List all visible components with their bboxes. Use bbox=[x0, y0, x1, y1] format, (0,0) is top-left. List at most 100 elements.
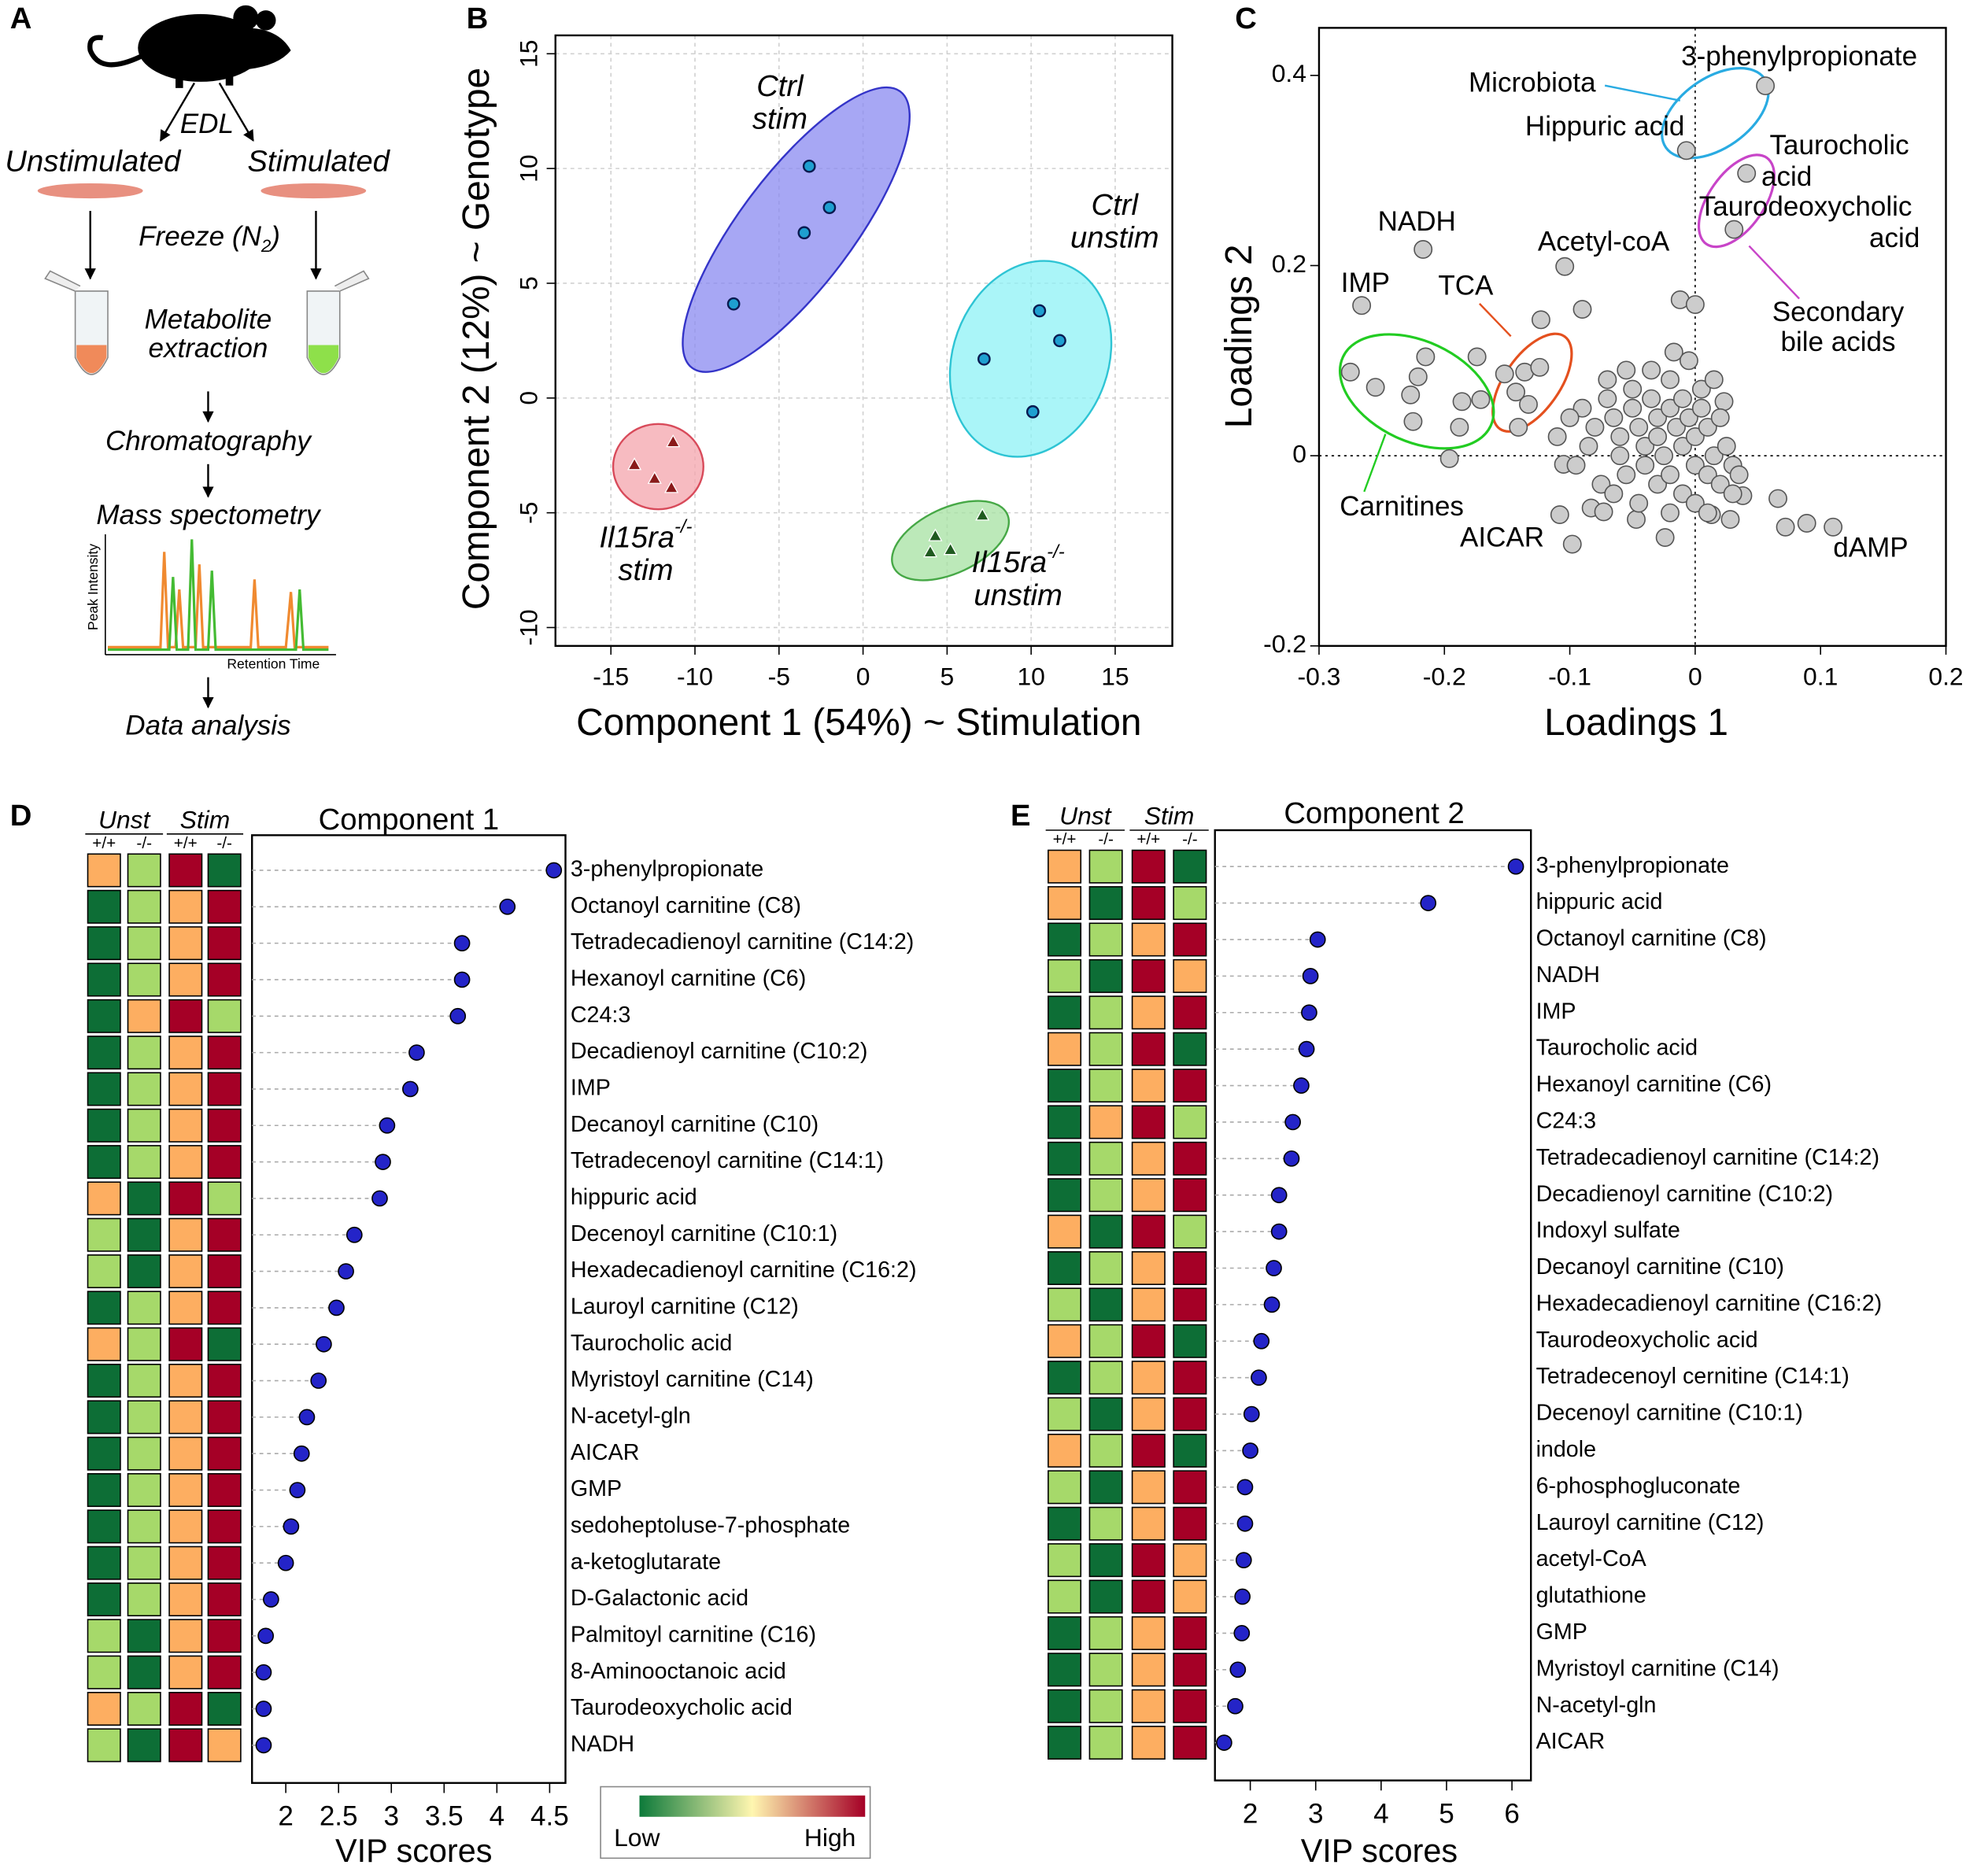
tube bbox=[44, 270, 109, 375]
heatmap-genotype: +/+ bbox=[1136, 830, 1160, 848]
heatmap-cell bbox=[168, 1545, 203, 1580]
heatmap-cell bbox=[1173, 1287, 1207, 1322]
point bbox=[1691, 398, 1711, 418]
heatmap-group: Unst bbox=[98, 805, 151, 833]
panel-letter: D bbox=[10, 799, 32, 833]
heatmap-group: Stim bbox=[180, 805, 231, 833]
heatmap-cell bbox=[1131, 1178, 1166, 1213]
group-ellipse bbox=[682, 86, 911, 373]
heatmap-cell bbox=[168, 1072, 203, 1106]
heatmap-genotype: +/+ bbox=[92, 834, 116, 852]
point-label: Taurocholic bbox=[1769, 130, 1909, 161]
point bbox=[1467, 347, 1487, 367]
heatmap-cell bbox=[1173, 1616, 1207, 1650]
group-label: Microbiota bbox=[1469, 67, 1596, 98]
point bbox=[1717, 437, 1736, 456]
category-label: Tetradecenoyl cernitine (C14:1) bbox=[1536, 1364, 1850, 1389]
dot bbox=[316, 1335, 332, 1353]
point bbox=[1572, 398, 1592, 418]
y-tick-label: 0.4 bbox=[1272, 59, 1306, 87]
point bbox=[1654, 446, 1674, 466]
heatmap-cell bbox=[207, 853, 242, 888]
heatmap-cell bbox=[1088, 995, 1123, 1030]
heatmap-cell bbox=[168, 1291, 203, 1325]
point bbox=[1685, 295, 1705, 314]
category-label: Hexadecadienoyl carnitine (C16:2) bbox=[571, 1257, 917, 1283]
point bbox=[1572, 300, 1592, 319]
heatmap-cell bbox=[1131, 1543, 1166, 1578]
heatmap-cell bbox=[1131, 1653, 1166, 1687]
point bbox=[1635, 437, 1655, 456]
heatmap-cell bbox=[1048, 1689, 1082, 1723]
category-label: IMP bbox=[1536, 999, 1576, 1024]
heatmap-cell bbox=[168, 1655, 203, 1690]
heatmap-cell bbox=[87, 1692, 121, 1726]
dot bbox=[1234, 1588, 1251, 1605]
category-label: Myristoyl carnitine (C14) bbox=[571, 1367, 814, 1392]
heatmap-cell bbox=[1173, 886, 1207, 921]
heatmap-cell bbox=[168, 1728, 203, 1763]
heatmap-cell bbox=[1131, 1361, 1166, 1395]
heatmap-cell bbox=[87, 1217, 121, 1252]
point bbox=[1340, 362, 1360, 382]
dot bbox=[375, 1154, 391, 1170]
heatmap-cell bbox=[127, 1436, 161, 1471]
dot bbox=[1283, 1150, 1300, 1167]
heatmap-cell bbox=[1131, 1250, 1166, 1286]
point bbox=[1685, 427, 1705, 446]
step-label: Stimulated bbox=[247, 145, 390, 179]
point bbox=[1560, 408, 1580, 427]
group-label: Il15ra-/- bbox=[599, 516, 692, 554]
heatmap-cell bbox=[207, 889, 242, 924]
heatmap-cell bbox=[207, 1473, 242, 1508]
point bbox=[975, 508, 990, 521]
text: Freeze (N bbox=[139, 221, 261, 252]
arrow bbox=[218, 82, 254, 142]
dot bbox=[1293, 1077, 1310, 1094]
point bbox=[1617, 465, 1636, 485]
heatmap-cell bbox=[168, 1254, 203, 1289]
chart: B -15 -10 -5 0 5 10 15 -10 -5 0 5 10 15 Component 1 (5… bbox=[456, 2, 1173, 744]
point bbox=[1679, 351, 1698, 371]
point bbox=[1676, 141, 1696, 161]
heatmap-cell bbox=[1131, 1105, 1166, 1139]
heatmap-cell bbox=[1088, 849, 1123, 884]
heatmap-cell bbox=[168, 1400, 203, 1435]
heatmap-cell bbox=[1173, 1506, 1207, 1541]
category-label: Decanoyl carnitine (C10) bbox=[1536, 1254, 1784, 1280]
heatmap-cell bbox=[1088, 1105, 1123, 1139]
heatmap-cell bbox=[1131, 886, 1166, 921]
point bbox=[1610, 446, 1630, 466]
point bbox=[943, 542, 958, 556]
point-label: dAMP bbox=[1833, 532, 1908, 563]
dot bbox=[1270, 1223, 1288, 1240]
category-label: glutathione bbox=[1536, 1583, 1646, 1608]
heatmap-cell bbox=[1173, 849, 1207, 884]
dot bbox=[262, 1591, 279, 1608]
arrow bbox=[159, 82, 195, 142]
colorbar-label: Low bbox=[614, 1823, 660, 1852]
heatmap-cell bbox=[207, 1509, 242, 1544]
y-tick-label: -5 bbox=[514, 501, 542, 523]
heatmap-cell bbox=[87, 889, 121, 924]
x-axis-label: Component 1 (54%) ~ Stimulation bbox=[576, 702, 1141, 744]
axis-label: Retention Time bbox=[227, 655, 320, 671]
group-label: Ctrl bbox=[1092, 188, 1140, 222]
heatmap-cell bbox=[1173, 958, 1207, 993]
heatmap-cell bbox=[127, 1291, 161, 1325]
dot bbox=[289, 1482, 306, 1498]
dot bbox=[328, 1299, 345, 1317]
point bbox=[1439, 449, 1459, 468]
heatmap-cell bbox=[1131, 1214, 1166, 1249]
category-label: indole bbox=[1536, 1437, 1596, 1462]
heatmap-cell bbox=[168, 1436, 203, 1471]
text: Il15ra bbox=[972, 545, 1048, 579]
category-label: Decadienoyl carnitine (C10:2) bbox=[571, 1039, 867, 1064]
category-label: hippuric acid bbox=[571, 1184, 697, 1209]
point bbox=[1691, 379, 1711, 399]
dot bbox=[255, 1664, 272, 1681]
heatmap-cell bbox=[168, 1692, 203, 1726]
heatmap-cell bbox=[1173, 1141, 1207, 1176]
heatmap-cell bbox=[1048, 1105, 1082, 1139]
